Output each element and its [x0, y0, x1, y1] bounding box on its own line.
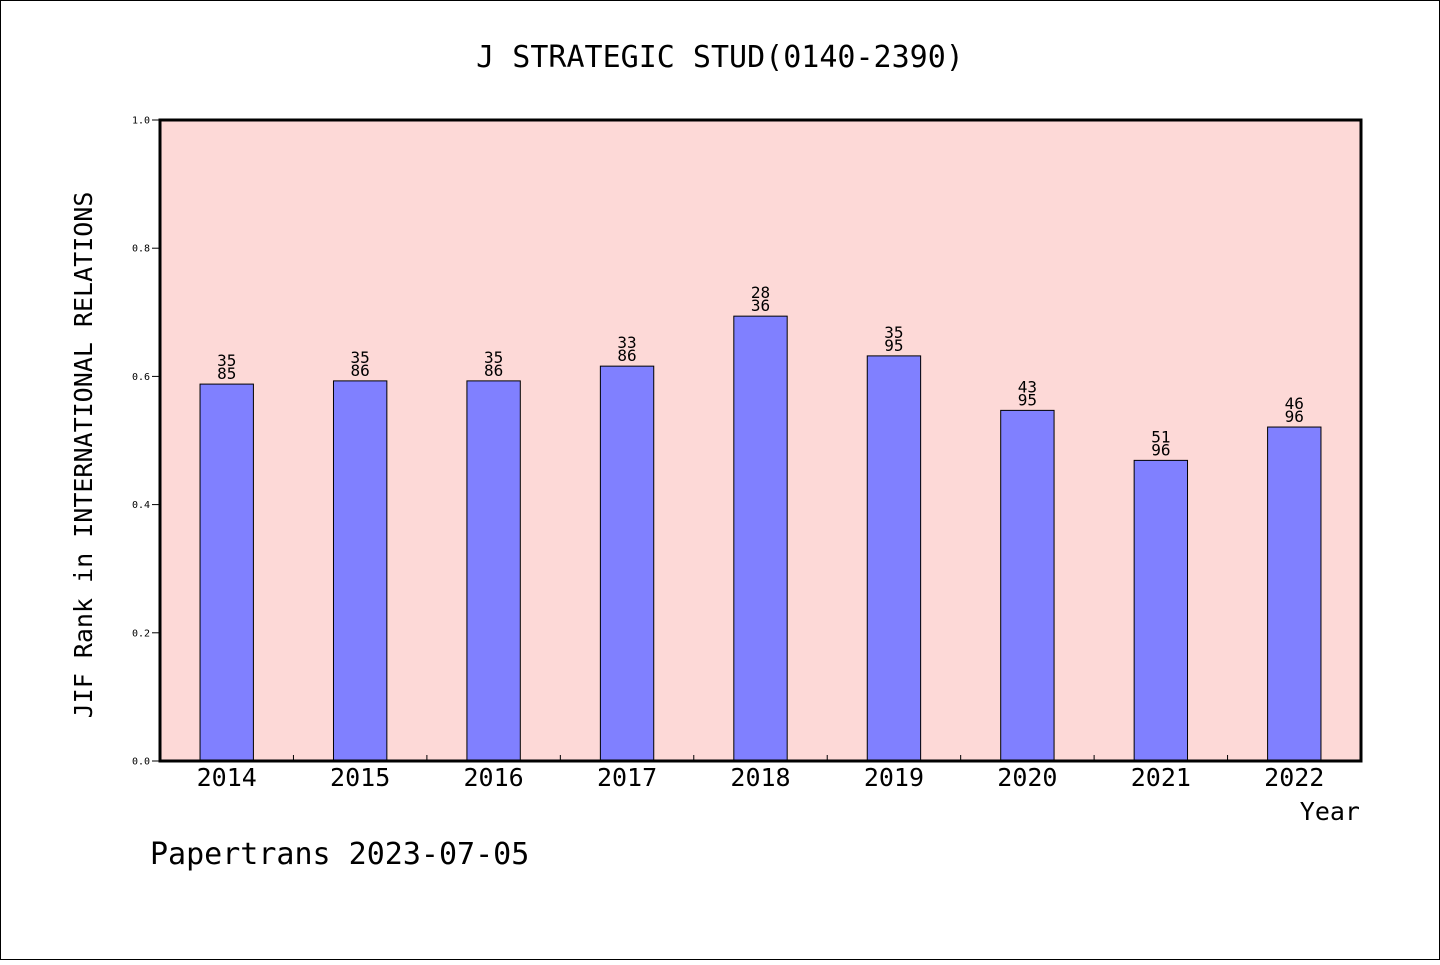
x-tick-label: 2020 — [997, 763, 1057, 792]
x-tick-label: 2016 — [464, 763, 524, 792]
bar-2015 — [332, 380, 388, 762]
bar-2014 — [199, 383, 254, 762]
bar-label-total: 86 — [484, 361, 503, 380]
bars-layer — [199, 315, 1322, 762]
y-tick-label: 0.6 — [132, 372, 150, 383]
bar-label-total: 85 — [217, 364, 236, 383]
bar-label-rank: 35 — [884, 323, 903, 342]
y-axis-label: JIF Rank in INTERNATIONAL RELATIONS — [69, 192, 98, 719]
x-tick-label: 2017 — [597, 763, 657, 792]
bar-label-total: 86 — [351, 361, 370, 380]
bar-label-total: 36 — [751, 296, 770, 315]
x-tick-label: 2014 — [197, 763, 257, 792]
plot-frame — [158, 118, 1363, 763]
bar-label-rank: 35 — [351, 348, 370, 367]
y-tick-label: 1.0 — [132, 116, 150, 127]
bar-label-rank: 33 — [617, 333, 636, 352]
bar-label-total: 96 — [1285, 407, 1304, 426]
bar-label-total: 86 — [617, 346, 636, 365]
x-axis-label: Year — [1300, 797, 1360, 826]
y-tick-label: 0.2 — [132, 628, 150, 639]
bar-2021 — [1133, 459, 1189, 762]
bar-label-rank: 28 — [751, 283, 770, 302]
bar-2018 — [733, 315, 788, 762]
x-axis-ticks: 2014 2015 2016 2017 2018 2019 2020 2021 2022 — [197, 755, 1324, 792]
bar-label-total: 95 — [1018, 390, 1037, 409]
footer-credit: Papertrans 2023-07-05 — [150, 837, 529, 872]
bar-2020 — [1000, 409, 1055, 762]
y-tick-label: 0.0 — [132, 757, 150, 768]
bar-label-rank: 35 — [217, 351, 236, 370]
chart-title: J STRATEGIC STUD(0140-2390) — [476, 40, 964, 75]
bar-2016 — [466, 380, 521, 762]
x-tick-label: 2021 — [1131, 763, 1191, 792]
bar-label-rank: 35 — [484, 348, 503, 367]
y-tick-label: 0.4 — [132, 500, 150, 511]
bar-label-total: 95 — [884, 336, 903, 355]
y-tick-label: 0.8 — [132, 244, 150, 255]
x-tick-label: 2018 — [730, 763, 790, 792]
x-tick-label: 2022 — [1264, 763, 1324, 792]
bar-label-rank: 43 — [1018, 377, 1037, 396]
x-tick-label: 2015 — [330, 763, 390, 792]
bar-2017 — [599, 365, 655, 762]
bar-label-rank: 51 — [1151, 427, 1170, 446]
bar-2022 — [1267, 426, 1322, 762]
bar-label-rank: 46 — [1285, 394, 1304, 413]
bar-2019 — [866, 355, 922, 762]
bar-label-total: 96 — [1151, 440, 1170, 459]
x-tick-label: 2019 — [864, 763, 924, 792]
